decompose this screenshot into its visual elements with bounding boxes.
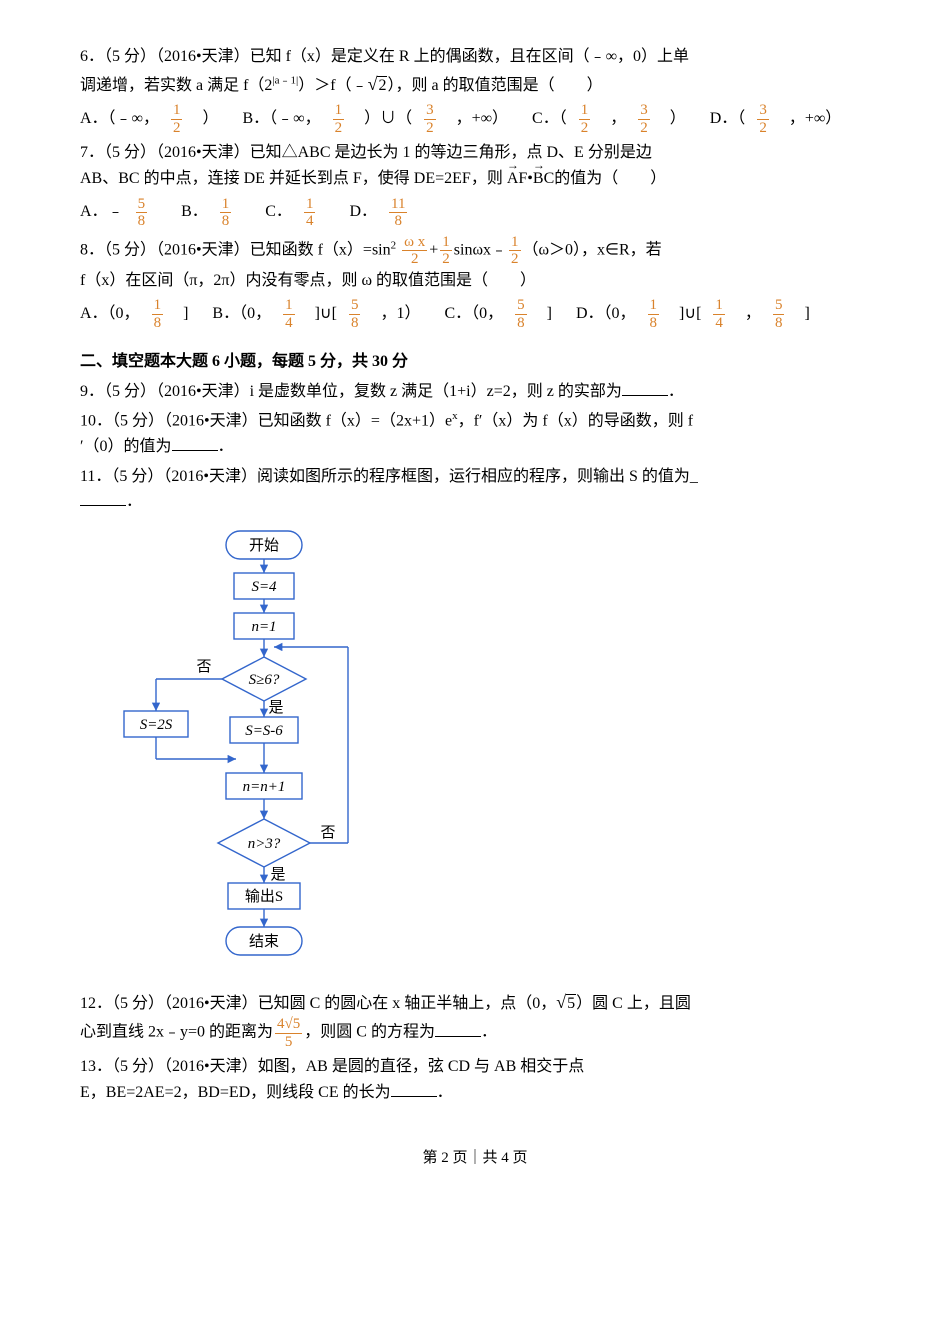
question-6: 6．（5 分）（2016•天津）已知 f（x）是定义在 R 上的偶函数，且在区间…: [80, 44, 870, 98]
q6-optC: C．（12，32）: [532, 110, 700, 127]
svg-text:否: 否: [320, 825, 335, 841]
sqrt-icon: √2: [368, 70, 388, 99]
question-10: 10．（5 分）（2016•天津）已知函数 f（x）=（2x+1）ex，f′（x…: [80, 408, 870, 460]
blank-input: [622, 379, 668, 396]
section-2-title: 二、填空题本大题 6 小题，每题 5 分，共 30 分: [80, 349, 870, 375]
blank-input: [391, 1080, 437, 1097]
q8-stem-d: f（x）在区间（π，2π）内没有零点，则 ω 的取值范围是（ ）: [80, 272, 536, 289]
q7-options: A．﹣58 B．18 C．14 D．118: [80, 196, 870, 230]
question-11: 11．（5 分）（2016•天津）阅读如图所示的程序框图，运行相应的程序，则输出…: [80, 464, 870, 515]
svg-text:n=n+1: n=n+1: [243, 779, 286, 795]
q7-optC: C．14: [265, 203, 335, 220]
svg-text:输出S: 输出S: [245, 888, 283, 905]
q7-optD: D．118: [349, 203, 427, 220]
blank-input: [172, 434, 218, 451]
q6-options: A．（﹣∞，12） B．（﹣∞，12）∪（32，+∞） C．（12，32） D．…: [80, 102, 870, 136]
question-13: 13．（5 分）（2016•天津）如图，AB 是圆的直径，弦 CD 与 AB 相…: [80, 1054, 870, 1105]
vector-af: AF: [507, 166, 527, 192]
sqrt-icon: √5: [556, 988, 576, 1017]
q6-optA: A．（﹣∞，12）: [80, 110, 232, 127]
blank-input: [435, 1020, 481, 1037]
svg-text:S≥6?: S≥6?: [249, 672, 280, 688]
q6-stem-d: ），则 a 的取值范围是（ ）: [387, 77, 602, 94]
svg-text:是: 是: [270, 867, 285, 883]
svg-text:S=S-6: S=S-6: [245, 723, 283, 739]
svg-text:S=2S: S=2S: [140, 717, 173, 733]
q8-options: A．（0，18] B．（0，14]∪[58，1） C．（0，58] D．（0，1…: [80, 297, 870, 331]
flowchart-svg: 开始 S=4 n=1 S≥6? 否 是 S=2S S=S-6 n=n+1 n>3…: [96, 529, 366, 969]
svg-text:结束: 结束: [249, 933, 279, 950]
q6-stem-b: 调递增，若实数 a 满足 f（2: [80, 77, 272, 94]
q8-optA: A．（0，18]: [80, 305, 198, 322]
q7-optB: B．18: [181, 203, 251, 220]
q7-stem-c: 的值为（ ）: [554, 170, 666, 187]
q6-optB: B．（﹣∞，12）∪（32，+∞）: [242, 110, 522, 127]
q8-optD: D．（0，18]∪[14，58]: [576, 305, 820, 322]
q6-stem-c: ）＞f（﹣: [298, 77, 367, 94]
question-8: 8．（5 分）（2016•天津）已知函数 f（x）=sin2 ω x2+12si…: [80, 234, 870, 294]
q6-exp: |a﹣1|: [272, 74, 298, 86]
svg-text:S=4: S=4: [251, 579, 277, 595]
q6-optD: D．（32，+∞）: [710, 110, 852, 127]
q8-stem-a: 8．（5 分）（2016•天津）已知函数 f（x）=sin: [80, 241, 391, 258]
q8-optB: B．（0，14]∪[58，1）: [212, 305, 430, 322]
svg-text:n=1: n=1: [251, 619, 276, 635]
q6-stem-a: 6．（5 分）（2016•天津）已知 f（x）是定义在 R 上的偶函数，且在区间…: [80, 48, 689, 65]
q7-optA: A．﹣58: [80, 203, 167, 220]
svg-text:是: 是: [268, 700, 283, 716]
question-12: 12．（5 分）（2016•天津）已知圆 C 的圆心在 x 轴正半轴上，点（0，…: [80, 988, 870, 1051]
svg-text:否: 否: [196, 659, 211, 675]
svg-text:n>3?: n>3?: [248, 836, 281, 852]
page-footer: 第 2 页｜共 4 页: [80, 1146, 870, 1170]
blank-input: [80, 489, 126, 506]
q7-stem-b: AB、BC 的中点，连接 DE 并延长到点 F，使得 DE=2EF，则: [80, 170, 503, 187]
question-7: 7．（5 分）（2016•天津）已知△ABC 是边长为 1 的等边三角形，点 D…: [80, 140, 870, 191]
vector-bc: BC: [533, 166, 554, 192]
q7-stem-a: 7．（5 分）（2016•天津）已知△ABC 是边长为 1 的等边三角形，点 D…: [80, 144, 652, 161]
svg-text:开始: 开始: [249, 537, 279, 554]
q8-optC: C．（0，58]: [444, 305, 562, 322]
question-9: 9．（5 分）（2016•天津）i 是虚数单位，复数 z 满足（1+i）z=2，…: [80, 379, 870, 405]
flowchart-diagram: 开始 S=4 n=1 S≥6? 否 是 S=2S S=S-6 n=n+1 n>3…: [96, 529, 870, 978]
